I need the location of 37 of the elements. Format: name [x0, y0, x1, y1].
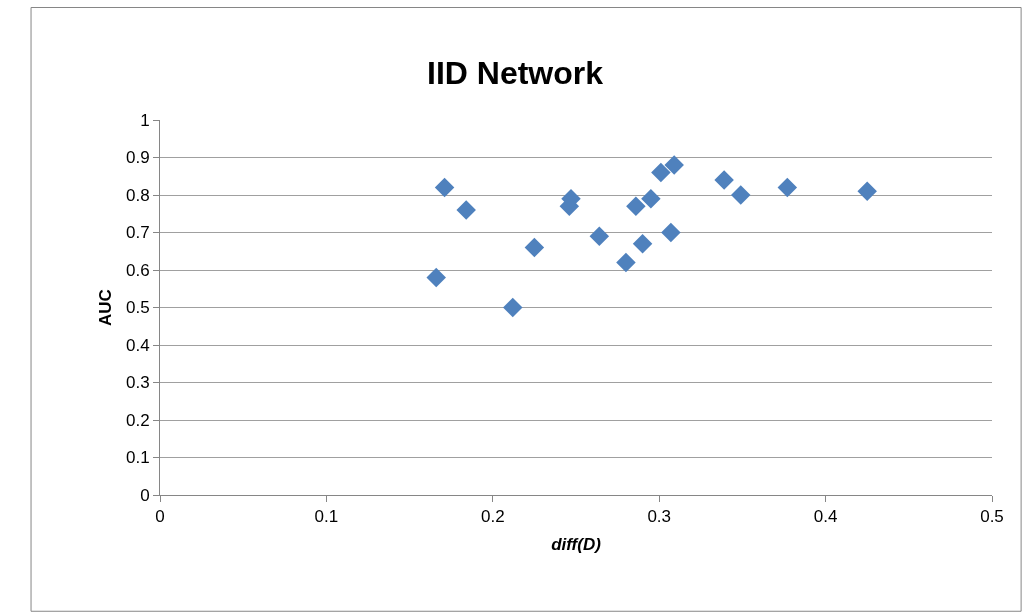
y-tick-label: 0.4	[125, 335, 150, 355]
point	[589, 226, 610, 246]
y-tick-label: 0.7	[125, 223, 150, 243]
point	[434, 177, 455, 198]
x-tick-label: 0.1	[314, 507, 339, 527]
y-axis-title: AUC	[95, 289, 115, 326]
point	[664, 155, 684, 175]
x-axis-title: diff(D)	[551, 534, 602, 554]
x-tick-label: 0.2	[480, 507, 505, 527]
y-tick-label: 0.8	[125, 185, 150, 205]
point	[426, 267, 446, 288]
point	[714, 170, 734, 190]
chart-title: IID Network	[426, 54, 604, 91]
point	[651, 162, 671, 183]
point	[626, 196, 646, 216]
point	[503, 297, 523, 318]
x-tick-label: 0.4	[813, 507, 838, 527]
x-tick-label: 0	[155, 507, 165, 527]
y-tick-label: 0.2	[125, 410, 150, 430]
point	[524, 237, 545, 258]
y-tick-label: 0.6	[125, 260, 150, 280]
y-tick-label: 0.9	[125, 148, 150, 168]
point	[661, 222, 681, 243]
point	[641, 189, 661, 209]
point	[456, 200, 476, 220]
x-tick-label: 0.3	[647, 507, 672, 527]
y-tick-label: 0.5	[125, 298, 150, 318]
point	[616, 252, 636, 273]
point	[777, 177, 798, 198]
y-tick-label: 1	[140, 110, 150, 130]
y-tick-label: 0.3	[125, 373, 150, 393]
y-tick-label: 0	[140, 485, 150, 505]
x-tick-label: 0.5	[980, 507, 1004, 527]
point	[632, 234, 653, 254]
y-tick-label: 0.1	[125, 448, 150, 468]
point	[730, 185, 751, 205]
point	[857, 181, 877, 201]
